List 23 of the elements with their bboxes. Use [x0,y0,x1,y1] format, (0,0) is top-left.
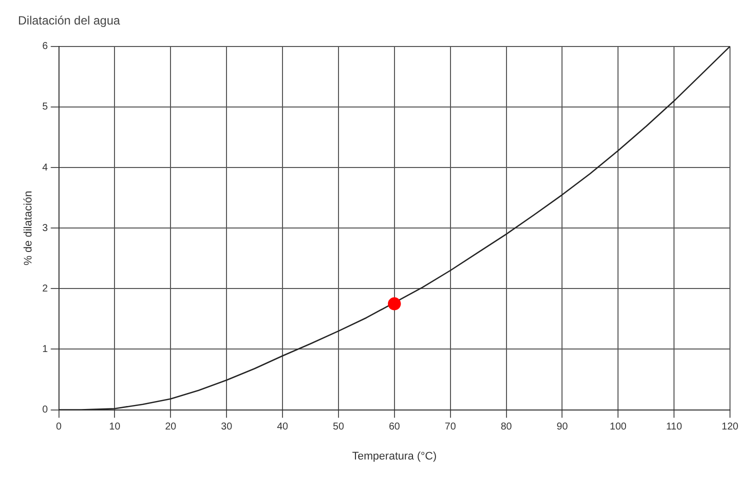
x-tick-label: 80 [500,422,512,433]
x-tick-label: 40 [276,422,289,433]
y-axis-title: % de dilatación [22,190,35,266]
chart-title: Dilatación del agua [18,14,120,28]
x-tick-label: 100 [610,422,627,433]
y-tick-label: 4 [42,162,48,174]
x-tick-label: 70 [444,422,456,433]
y-tick-label: 6 [42,41,48,52]
y-tick-label: 5 [42,102,48,113]
x-axis-title: Temperatura (°C) [352,450,437,462]
x-tick-label: 30 [221,422,233,433]
x-tick-label: 110 [666,422,682,433]
y-tick-label: 1 [42,344,48,355]
x-tick-label: 0 [56,422,62,433]
x-tick-label: 120 [722,422,739,433]
x-tick-label: 10 [109,422,121,433]
y-tick-label: 0 [42,404,48,416]
x-tick-label: 90 [556,422,568,433]
y-tick-label: 2 [42,283,48,294]
y-tick-label: 3 [42,222,48,234]
x-tick-label: 60 [388,422,400,433]
x-tick-label: 20 [165,422,177,433]
x-tick-label: 50 [332,422,344,433]
